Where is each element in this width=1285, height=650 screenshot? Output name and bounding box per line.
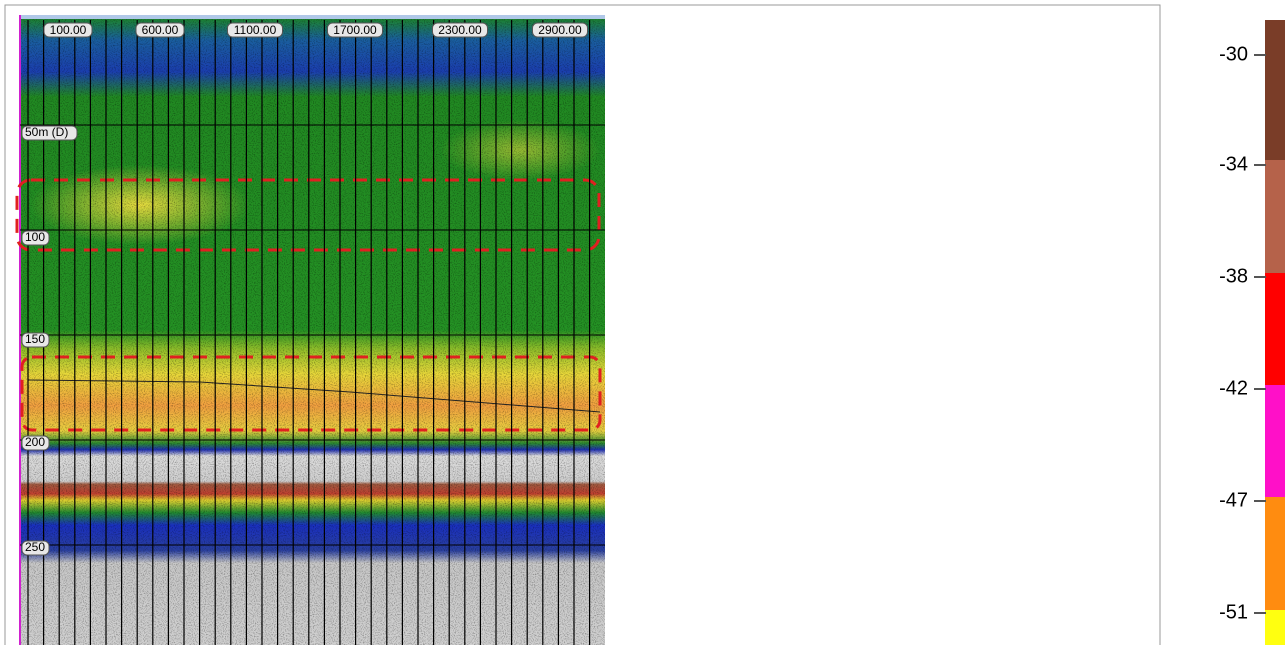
color-segment [1265,160,1285,273]
depth-label: 150 [25,332,45,346]
page: 100.00 600.00 1100.00 1700.00 2300.00 2900.00… [0,0,1285,645]
speckle [20,15,605,645]
color-segment [1265,273,1285,385]
tick-label: -47 [1219,489,1248,511]
tick-label: -30 [1219,43,1248,65]
tick-label: -38 [1219,265,1248,287]
top-label: 1700.00 [333,23,377,37]
color-segment [1265,610,1285,645]
colorbar: -30 -34 -38 -42 -47 -51 [1219,20,1285,645]
top-label: 100.00 [50,23,87,37]
color-segment [1265,385,1285,497]
color-segment [1265,497,1285,610]
top-bar [20,15,605,19]
depth-label: 200 [25,435,45,449]
depth-label: 50m (D) [25,125,68,139]
depth-label: 100 [25,230,45,244]
tick-label: -42 [1219,377,1248,399]
top-label: 2300.00 [438,23,482,37]
top-label: 600.00 [142,23,179,37]
color-segment [1265,20,1285,160]
top-label: 1100.00 [234,23,277,37]
tick-label: -51 [1219,601,1248,623]
echogram: 100.00 600.00 1100.00 1700.00 2300.00 2900.00… [17,15,605,645]
tick-label: -34 [1219,153,1248,175]
depth-label: 250 [25,540,45,554]
top-label: 2900.00 [538,23,582,37]
